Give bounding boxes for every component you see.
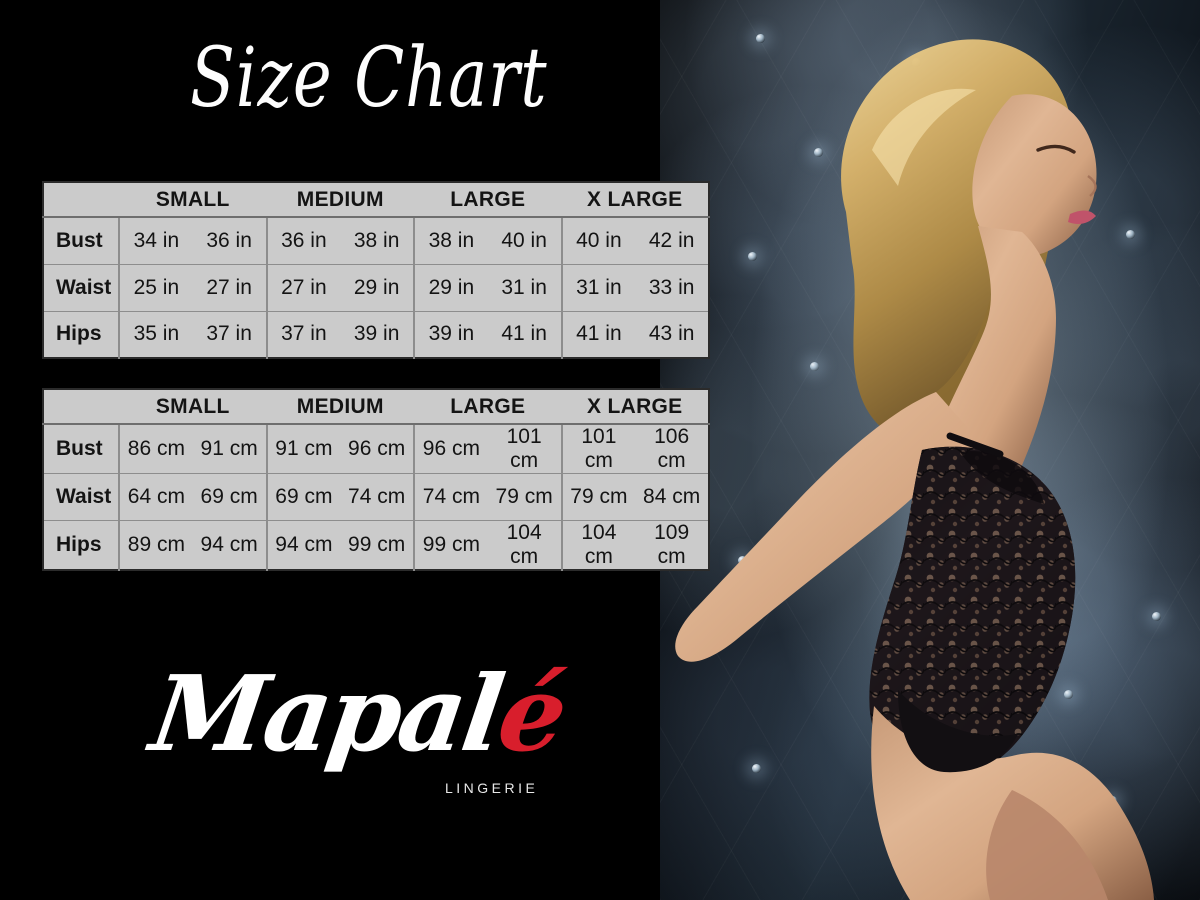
cell: 29 in <box>340 263 415 311</box>
cell: 106 cm <box>635 424 710 474</box>
header-corner <box>43 182 119 218</box>
cell: 42 in <box>635 217 710 264</box>
brand-subtitle: LINGERIE <box>445 780 539 796</box>
table-row: Bust 86 cm 91 cm 91 cm 96 cm 96 cm 101 c… <box>43 424 710 474</box>
cell: 96 cm <box>413 424 488 474</box>
cell: 101 cm <box>487 424 562 474</box>
centimeters-size-table: SMALL MEDIUM LARGE X LARGE Bust 86 cm 91… <box>42 388 711 571</box>
inches-size-table: SMALL MEDIUM LARGE X LARGE Bust 34 in 36… <box>42 181 711 359</box>
cell: 25 in <box>119 263 193 311</box>
cell: 89 cm <box>119 520 193 570</box>
cell: 84 cm <box>635 473 710 521</box>
cell: 74 cm <box>413 473 488 521</box>
header-small: SMALL <box>119 389 267 425</box>
row-label-hips: Hips <box>43 310 120 358</box>
cell: 34 in <box>119 217 193 264</box>
row-label-bust: Bust <box>43 424 120 474</box>
brand-name-main: Mapal <box>144 652 509 775</box>
content-pane: Size Chart SMALL MEDIUM LARGE X LARGE Bu… <box>42 31 711 822</box>
cell: 37 in <box>192 310 267 358</box>
cell: 41 in <box>487 310 562 358</box>
table-header-row: SMALL MEDIUM LARGE X LARGE <box>43 389 710 425</box>
row-label-waist: Waist <box>43 473 120 521</box>
table-row: Hips 89 cm 94 cm 94 cm 99 cm 99 cm 104 c… <box>43 520 710 570</box>
cell: 27 in <box>265 263 341 311</box>
table-header-row: SMALL MEDIUM LARGE X LARGE <box>43 182 710 218</box>
cell: 104 cm <box>487 520 562 570</box>
cell: 69 cm <box>192 473 267 521</box>
table-row: Waist 64 cm 69 cm 69 cm 74 cm 74 cm 79 c… <box>43 473 710 521</box>
header-x-large: X LARGE <box>561 182 710 218</box>
row-label-bust: Bust <box>43 217 120 264</box>
cell: 36 in <box>192 217 267 264</box>
cell: 40 in <box>487 217 562 264</box>
cell: 27 in <box>192 263 267 311</box>
row-label-waist: Waist <box>43 263 120 311</box>
table-row: Bust 34 in 36 in 36 in 38 in 38 in 40 in… <box>43 217 710 264</box>
header-large: LARGE <box>414 182 562 218</box>
header-x-large: X LARGE <box>561 389 710 425</box>
cell: 29 in <box>413 263 488 311</box>
page-title: Size Chart <box>190 31 548 126</box>
cell: 39 in <box>340 310 415 358</box>
cell: 104 cm <box>560 520 636 570</box>
model-photo <box>660 0 1200 900</box>
tuft-button-icon <box>748 252 757 261</box>
cell: 31 in <box>560 263 636 311</box>
cell: 109 cm <box>635 520 710 570</box>
cell: 91 cm <box>265 424 341 474</box>
brand-name: Mapalé <box>144 652 572 775</box>
table-row: Hips 35 in 37 in 37 in 39 in 39 in 41 in… <box>43 310 710 358</box>
cell: 101 cm <box>560 424 636 474</box>
header-large: LARGE <box>414 389 562 425</box>
tuft-button-icon <box>752 764 761 773</box>
header-corner <box>43 389 119 425</box>
cell: 40 in <box>560 217 636 264</box>
cell: 96 cm <box>340 424 415 474</box>
cell: 38 in <box>340 217 415 264</box>
cell: 35 in <box>119 310 193 358</box>
cell: 74 cm <box>340 473 415 521</box>
cell: 37 in <box>265 310 341 358</box>
tuft-button-icon <box>1152 612 1161 621</box>
model-figure <box>675 0 1170 900</box>
cell: 38 in <box>413 217 488 264</box>
row-label-hips: Hips <box>43 520 120 570</box>
cell: 86 cm <box>119 424 193 474</box>
cell: 33 in <box>635 263 710 311</box>
cell: 94 cm <box>265 520 341 570</box>
table-row: Waist 25 in 27 in 27 in 29 in 29 in 31 i… <box>43 263 710 311</box>
header-small: SMALL <box>119 182 267 218</box>
cell: 41 in <box>560 310 636 358</box>
tuft-button-icon <box>756 34 765 43</box>
cell: 64 cm <box>119 473 193 521</box>
cell: 94 cm <box>192 520 267 570</box>
cell: 79 cm <box>560 473 636 521</box>
cell: 79 cm <box>487 473 562 521</box>
header-medium: MEDIUM <box>266 389 415 425</box>
cell: 69 cm <box>265 473 341 521</box>
brand-logo: Mapalé LINGERIE <box>144 652 580 822</box>
cell: 36 in <box>265 217 341 264</box>
cell: 31 in <box>487 263 562 311</box>
cell: 43 in <box>635 310 710 358</box>
cell: 99 cm <box>413 520 488 570</box>
cell: 91 cm <box>192 424 267 474</box>
cell: 99 cm <box>340 520 415 570</box>
cell: 39 in <box>413 310 488 358</box>
header-medium: MEDIUM <box>266 182 415 218</box>
